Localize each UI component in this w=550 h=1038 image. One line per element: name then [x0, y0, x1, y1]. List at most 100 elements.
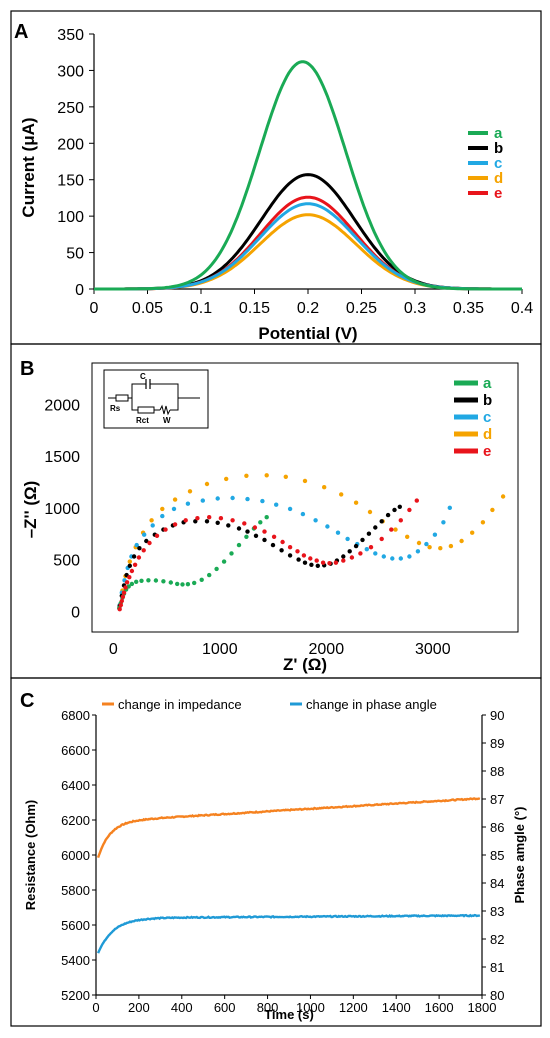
x-tick-label-a: 0: [90, 300, 99, 317]
point-a: [244, 534, 249, 539]
x-tick-label-a: 0.05: [132, 300, 163, 317]
point-b: [193, 519, 198, 524]
point-d: [470, 530, 475, 535]
x-tick-label-c: 1000: [296, 1000, 325, 1015]
point-e: [136, 555, 142, 560]
point-d: [427, 545, 432, 550]
point-c: [381, 554, 386, 559]
x-tick-label-a: 0.4: [511, 300, 533, 317]
y2-tick-label-c: 83: [490, 904, 504, 919]
legend-label-b-a: a: [483, 375, 492, 392]
point-b: [287, 553, 293, 558]
point-e: [320, 560, 326, 565]
series-line-d: [94, 213, 522, 291]
point-c: [398, 556, 403, 561]
point-a: [258, 520, 263, 525]
point-a: [214, 566, 219, 572]
point-c: [185, 501, 191, 506]
point-e: [218, 516, 224, 521]
point-d: [172, 497, 178, 502]
point-c: [200, 498, 205, 503]
point-e: [301, 553, 307, 558]
inset-frame: [103, 369, 209, 429]
point-e: [327, 561, 332, 566]
point-b: [309, 562, 314, 567]
point-d: [283, 474, 288, 479]
point-e: [129, 568, 135, 574]
y-tick-label-a: 200: [57, 136, 84, 153]
plot-frame-b: [91, 362, 519, 633]
y-tick-label-c: 6800: [61, 708, 90, 723]
series-line-phase: [97, 913, 481, 954]
point-c: [142, 532, 147, 537]
point-a: [139, 578, 144, 583]
point-b: [353, 543, 359, 549]
series-line-a: [94, 60, 522, 291]
point-e: [271, 534, 277, 539]
point-b: [296, 557, 301, 562]
chart-c: 5200540056005800600062006400660068008081…: [23, 697, 527, 1022]
y2-tick-label-c: 88: [490, 764, 504, 779]
point-b: [341, 554, 346, 559]
point-e: [163, 527, 168, 532]
point-d: [480, 520, 486, 525]
point-e: [127, 575, 132, 580]
point-b: [315, 563, 320, 568]
x-axis-label-a: Potential (V): [258, 324, 357, 343]
y-tick-label-c: 5600: [61, 918, 90, 933]
y-tick-label-c: 5200: [61, 988, 90, 1003]
point-d: [416, 540, 422, 546]
point-b: [366, 531, 372, 536]
y-tick-label-b: 2000: [44, 397, 80, 414]
x-tick-label-c: 1600: [425, 1000, 454, 1015]
point-d: [459, 538, 464, 544]
y2-tick-label-c: 90: [490, 708, 504, 723]
point-c: [260, 498, 265, 504]
point-e: [379, 536, 384, 542]
point-e: [147, 540, 152, 546]
point-c: [325, 524, 330, 529]
y-tick-label-c: 6400: [61, 778, 90, 793]
point-c: [441, 520, 446, 525]
point-e: [230, 518, 235, 523]
point-b: [302, 560, 308, 565]
point-e: [308, 556, 313, 561]
point-e: [123, 585, 128, 590]
resistor-rct: [137, 406, 155, 414]
point-b: [279, 548, 284, 553]
legend-label-c-0: change in impedance: [118, 697, 242, 712]
point-b: [236, 526, 242, 531]
point-d: [367, 509, 373, 515]
point-d: [322, 485, 327, 490]
point-b: [144, 538, 149, 544]
point-a: [236, 542, 242, 548]
y2-tick-label-c: 81: [490, 960, 504, 975]
point-d: [204, 481, 210, 487]
point-e: [368, 545, 374, 550]
y-tick-label-c: 5400: [61, 953, 90, 968]
point-d: [490, 507, 495, 513]
point-c: [230, 495, 235, 501]
point-e: [358, 551, 363, 556]
point-a: [161, 579, 166, 584]
point-d: [448, 543, 454, 549]
point-e: [242, 521, 247, 526]
point-b: [215, 520, 220, 525]
point-d: [264, 473, 269, 478]
point-c: [390, 556, 395, 561]
point-e: [333, 560, 339, 565]
y-tick-label-b: 1000: [44, 501, 80, 518]
panel-b-border: [10, 343, 542, 679]
point-a: [129, 581, 135, 587]
axes-c: [95, 715, 483, 996]
warburg-element: [159, 404, 171, 416]
point-c: [274, 502, 279, 507]
point-a: [180, 582, 185, 587]
point-e: [341, 558, 346, 563]
y-tick-label-c: 5800: [61, 883, 90, 898]
x-tick-label-a: 0.1: [190, 300, 212, 317]
point-e: [132, 562, 138, 567]
point-c: [287, 506, 293, 512]
x-tick-label-b: 0: [109, 641, 118, 658]
inset-label-w: W: [163, 416, 171, 425]
